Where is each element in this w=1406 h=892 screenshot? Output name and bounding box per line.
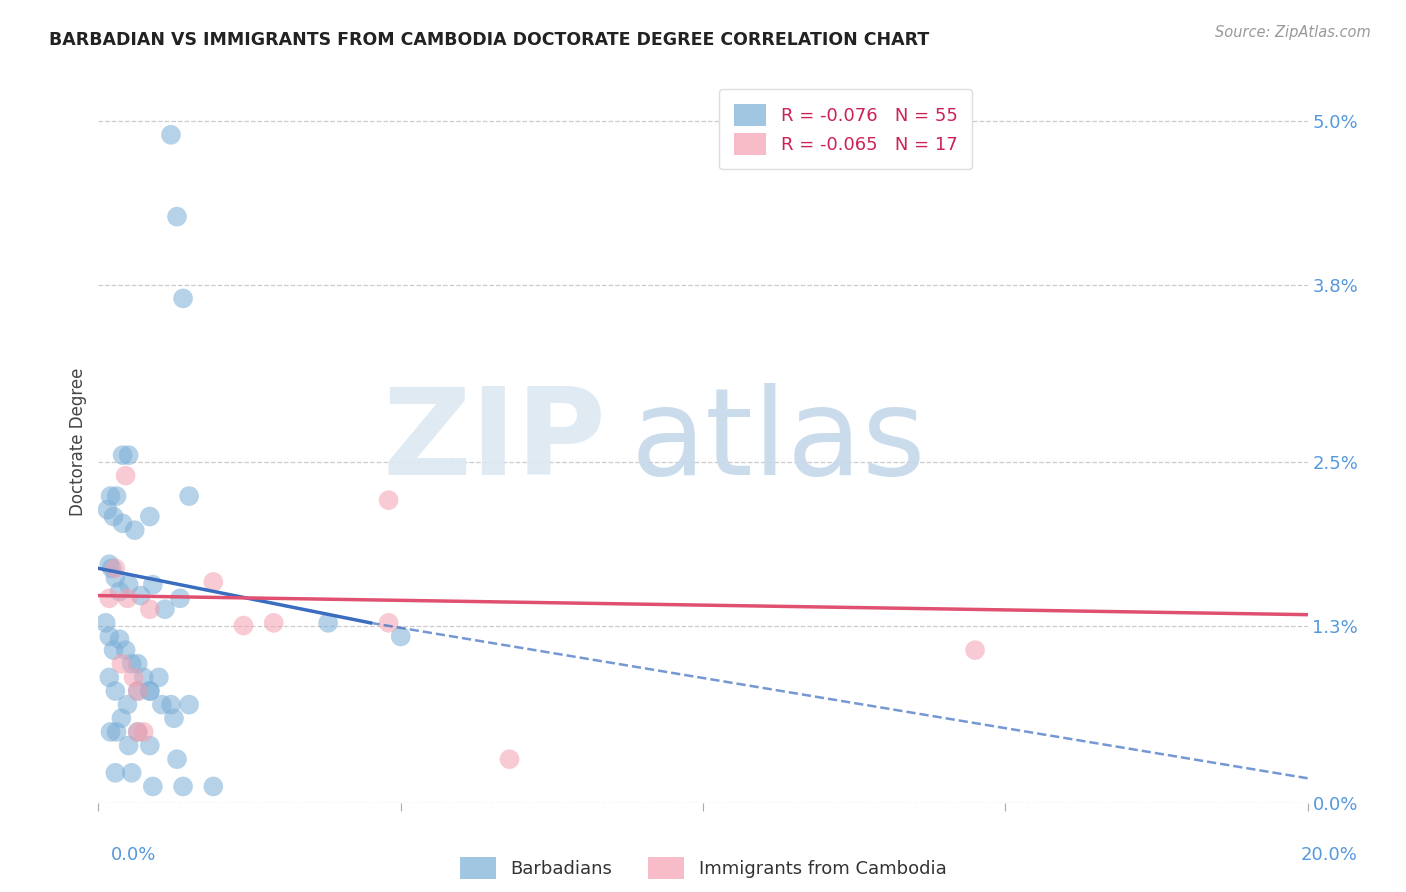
Point [114, 468, 136, 483]
Point [98, 558, 121, 572]
Point [118, 739, 141, 753]
Point [163, 711, 186, 725]
Point [117, 698, 139, 712]
Point [105, 725, 128, 739]
Point [96, 502, 118, 516]
Y-axis label: Doctorate Degree: Doctorate Degree [69, 368, 87, 516]
Point [104, 684, 127, 698]
Point [160, 698, 183, 712]
Point [139, 684, 162, 698]
Point [121, 765, 143, 780]
Point [100, 561, 122, 575]
Point [139, 739, 162, 753]
Point [139, 602, 162, 616]
Point [103, 643, 125, 657]
Point [103, 509, 125, 524]
Point [316, 615, 339, 630]
Point [498, 752, 520, 766]
Point [104, 765, 127, 780]
Point [166, 210, 188, 224]
Point [98, 591, 121, 606]
Point [389, 630, 412, 644]
Point [153, 602, 176, 616]
Point [132, 725, 155, 739]
Point [202, 780, 225, 794]
Point [202, 574, 225, 589]
Point [127, 684, 149, 698]
Point [142, 577, 165, 591]
Point [114, 643, 136, 657]
Point [104, 561, 127, 575]
Point [100, 489, 122, 503]
Text: BARBADIAN VS IMMIGRANTS FROM CAMBODIA DOCTORATE DEGREE CORRELATION CHART: BARBADIAN VS IMMIGRANTS FROM CAMBODIA DO… [49, 31, 929, 49]
Text: 20.0%: 20.0% [1301, 846, 1357, 863]
Point [377, 493, 399, 508]
Point [377, 615, 399, 630]
Legend: Barbadians, Immigrants from Cambodia: Barbadians, Immigrants from Cambodia [450, 847, 956, 888]
Point [160, 128, 183, 142]
Point [172, 292, 194, 306]
Point [118, 448, 141, 462]
Point [139, 509, 162, 524]
Point [121, 657, 143, 671]
Point [94, 615, 117, 630]
Point [232, 618, 254, 632]
Text: ZIP: ZIP [382, 383, 606, 500]
Point [139, 684, 162, 698]
Text: Source: ZipAtlas.com: Source: ZipAtlas.com [1215, 25, 1371, 40]
Point [150, 698, 173, 712]
Point [172, 780, 194, 794]
Point [98, 670, 121, 684]
Point [127, 684, 149, 698]
Point [148, 670, 170, 684]
Point [142, 780, 165, 794]
Point [100, 725, 122, 739]
Point [118, 577, 141, 591]
Point [108, 584, 131, 599]
Point [166, 752, 188, 766]
Point [179, 698, 201, 712]
Point [110, 711, 132, 725]
Point [127, 725, 149, 739]
Point [117, 591, 139, 606]
Point [110, 657, 132, 671]
Point [111, 516, 134, 531]
Point [122, 670, 145, 684]
Point [104, 571, 127, 585]
Text: atlas: atlas [630, 383, 927, 500]
Point [179, 489, 201, 503]
Point [965, 643, 987, 657]
Point [132, 670, 155, 684]
Point [263, 615, 285, 630]
Point [98, 630, 121, 644]
Point [169, 591, 191, 606]
Point [129, 589, 152, 603]
Point [127, 657, 149, 671]
Point [105, 489, 128, 503]
Point [124, 523, 146, 537]
Point [127, 725, 149, 739]
Point [111, 448, 134, 462]
Point [108, 632, 131, 647]
Text: 0.0%: 0.0% [111, 846, 156, 863]
